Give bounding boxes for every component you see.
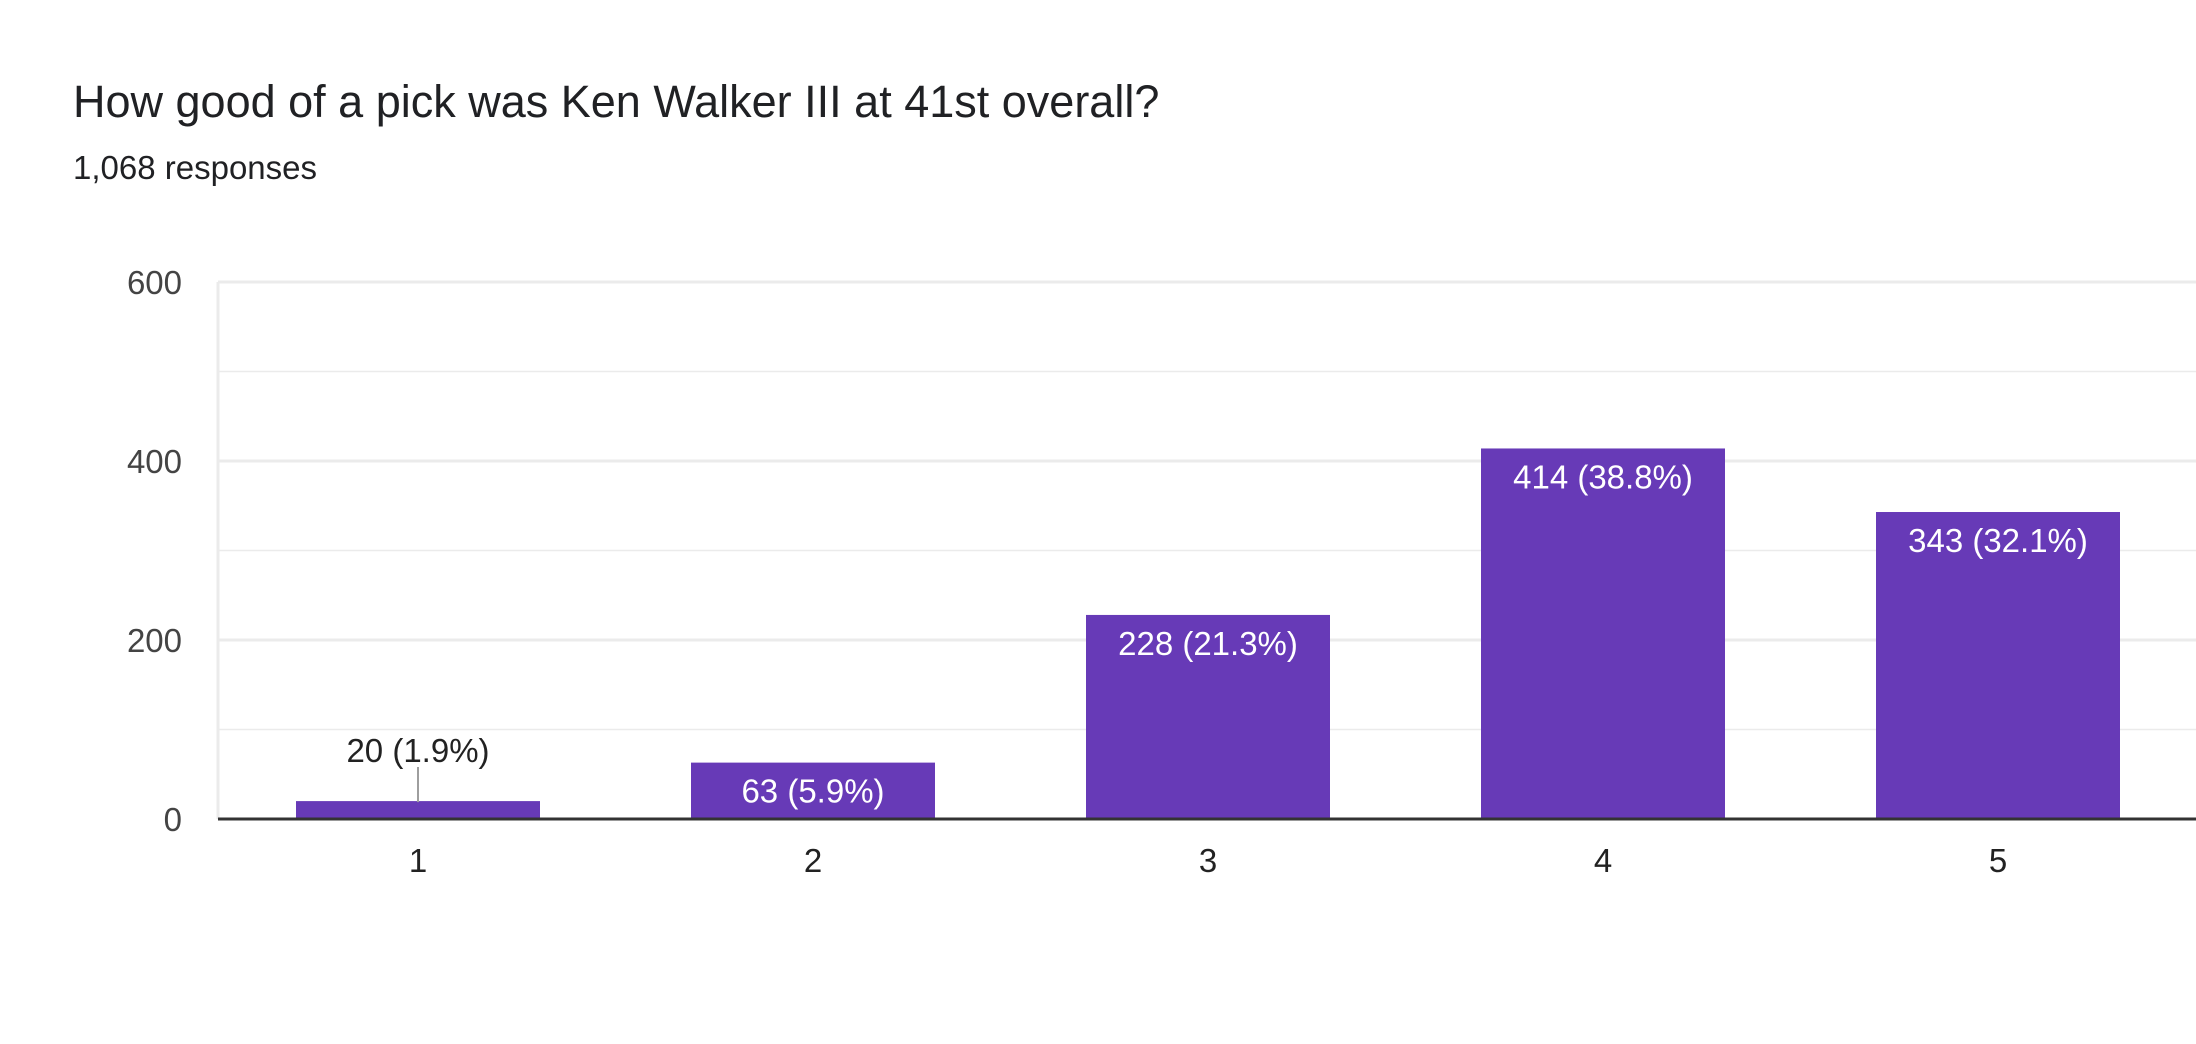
x-tick-label: 1 (409, 842, 427, 879)
x-tick-label: 3 (1199, 842, 1217, 879)
bar-5 (1876, 512, 2120, 819)
x-tick-label: 5 (1989, 842, 2007, 879)
data-label: 20 (1.9%) (346, 732, 489, 769)
y-tick-label: 200 (127, 622, 182, 659)
y-tick-label: 600 (127, 264, 182, 301)
data-label: 343 (32.1%) (1908, 522, 2088, 559)
bar-2 (691, 762, 935, 819)
data-label: 414 (38.8%) (1513, 458, 1693, 495)
bar-1 (296, 801, 540, 819)
bar-3 (1086, 614, 1330, 819)
bar-4 (1481, 448, 1725, 819)
question-title: How good of a pick was Ken Walker III at… (73, 76, 1160, 127)
data-label: 228 (21.3%) (1118, 625, 1298, 662)
x-tick-label: 4 (1594, 842, 1612, 879)
x-tick-label: 2 (804, 842, 822, 879)
y-tick-label: 400 (127, 443, 182, 480)
response-count: 1,068 responses (73, 149, 318, 186)
data-label: 63 (5.9%) (741, 773, 884, 810)
y-tick-label: 0 (164, 801, 182, 838)
